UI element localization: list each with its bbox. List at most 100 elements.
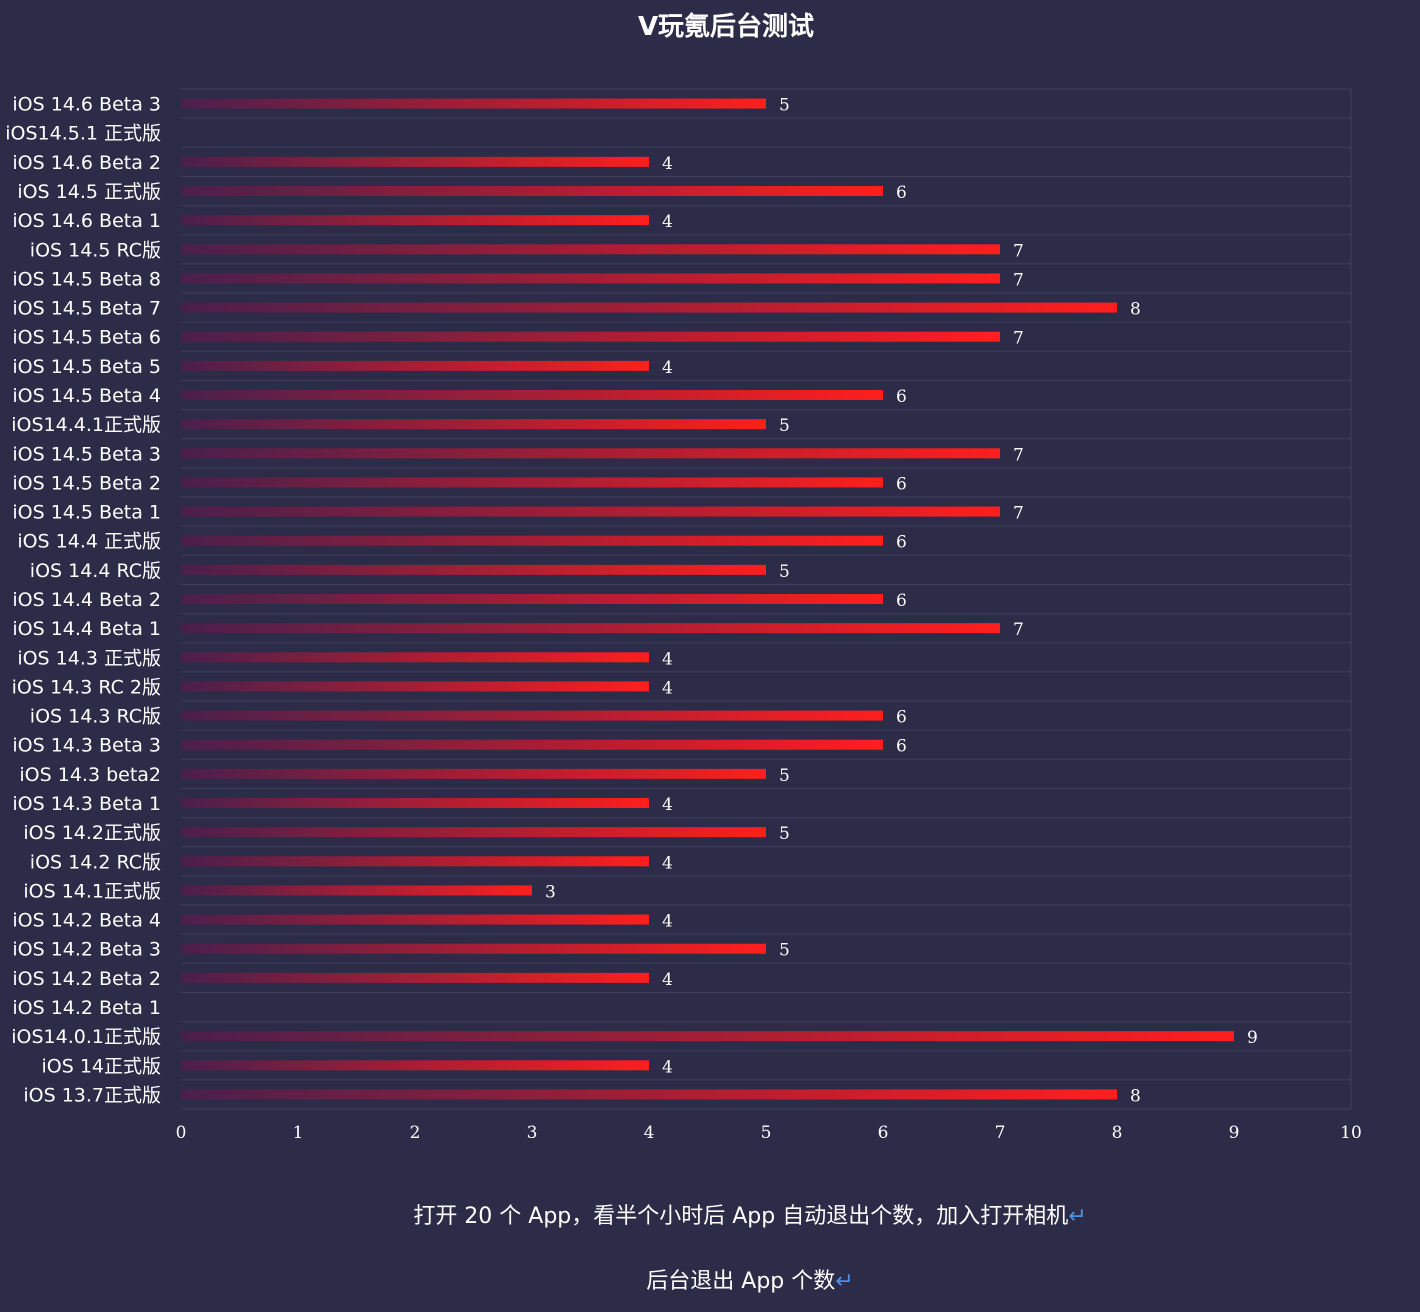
caption-line-2-text: 后台退出 App 个数 <box>646 1269 836 1294</box>
x-tick-label: 7 <box>995 1123 1006 1143</box>
bar <box>181 535 883 546</box>
category-label: iOS 14.2正式版 <box>23 822 161 844</box>
data-label: 4 <box>662 912 673 932</box>
caption-line-1-text: 打开 20 个 App，看半个小时后 App 自动退出个数，加入打开相机 <box>413 1204 1069 1229</box>
bar <box>181 594 883 604</box>
data-label: 6 <box>896 591 907 611</box>
data-label: 3 <box>545 882 556 902</box>
bar <box>181 798 649 808</box>
x-tick-label: 2 <box>410 1123 421 1143</box>
gridlines <box>181 88 1352 1110</box>
data-label: 4 <box>662 795 673 815</box>
data-label: 4 <box>662 853 673 873</box>
category-label: iOS 14.6 Beta 3 <box>12 94 161 116</box>
bar <box>181 856 649 867</box>
category-label: iOS 14.5 正式版 <box>17 181 161 203</box>
bar <box>181 914 649 925</box>
bar <box>181 244 1000 255</box>
category-label: iOS 14.5 Beta 2 <box>12 472 161 494</box>
bar <box>181 156 649 167</box>
category-label: iOS 14.3 Beta 3 <box>12 735 161 757</box>
category-label: iOS 14.5 Beta 5 <box>12 356 161 378</box>
category-label: iOS14.5.1 正式版 <box>5 123 161 145</box>
bar <box>181 477 883 488</box>
data-label: 4 <box>662 154 673 174</box>
category-label: iOS 14.3 RC 2版 <box>12 676 161 698</box>
x-tick-label: 4 <box>644 1123 655 1143</box>
category-labels: iOS 14.6 Beta 3 iOS14.5.1 正式版 iOS 14.6 Bet… <box>5 94 161 1107</box>
category-label: iOS 14.5 Beta 4 <box>12 385 161 407</box>
category-label: iOS 14.2 Beta 2 <box>12 968 161 990</box>
data-label: 6 <box>896 387 907 407</box>
category-label: iOS 14.1正式版 <box>23 880 161 902</box>
data-label: 6 <box>896 183 907 203</box>
data-label: 5 <box>779 824 790 844</box>
bar <box>181 972 649 983</box>
category-label: iOS 13.7正式版 <box>23 1084 161 1106</box>
category-label: iOS 14.5 RC版 <box>30 239 161 261</box>
data-label: 6 <box>896 474 907 494</box>
bar <box>181 652 649 663</box>
bar <box>181 681 649 692</box>
category-label: iOS 14.3 RC版 <box>30 706 161 728</box>
category-label: iOS14.4.1正式版 <box>11 414 161 436</box>
bar <box>181 273 1000 284</box>
data-label: 9 <box>1247 1028 1258 1048</box>
data-label: 7 <box>1013 329 1024 349</box>
x-tick-label: 3 <box>527 1123 538 1143</box>
bar <box>181 1060 649 1071</box>
data-label: 7 <box>1013 241 1024 261</box>
category-label: iOS 14.5 Beta 8 <box>12 268 161 290</box>
bar <box>181 506 1000 517</box>
bars: 5 4 6 4 7 7 8 7 4 6 5 7 6 7 6 5 6 7 4 4 6 6 5 4 5 4 3 4 5 4 9 4 8 <box>181 96 1258 1106</box>
data-label: 7 <box>1013 620 1024 640</box>
data-label: 7 <box>1013 504 1024 524</box>
bar <box>181 1089 1117 1100</box>
bar <box>181 331 1000 342</box>
category-label: iOS 14正式版 <box>41 1055 161 1077</box>
data-label: 6 <box>896 533 907 553</box>
data-label: 4 <box>662 212 673 232</box>
data-label: 7 <box>1013 270 1024 290</box>
data-label: 5 <box>779 941 790 961</box>
bar <box>181 943 766 954</box>
bar <box>181 186 883 196</box>
category-label: iOS 14.6 Beta 1 <box>12 210 161 232</box>
category-label: iOS 14.5 Beta 1 <box>12 502 161 524</box>
caption-line-1: 打开 20 个 App，看半个小时后 App 自动退出个数，加入打开相机↵ <box>0 1198 1420 1230</box>
caption-line-2: 后台退出 App 个数↵ <box>0 1263 1420 1295</box>
category-label: iOS 14.5 Beta 3 <box>12 443 161 465</box>
data-label: 5 <box>779 96 790 116</box>
x-tick-label: 6 <box>878 1123 889 1143</box>
category-label: iOS 14.4 正式版 <box>17 531 161 553</box>
bar <box>181 360 649 371</box>
bar <box>181 448 1000 459</box>
bar <box>181 885 532 896</box>
bar <box>181 390 883 400</box>
category-label: iOS 14.4 Beta 1 <box>12 618 161 640</box>
data-label: 4 <box>662 649 673 669</box>
category-label: iOS 14.4 RC版 <box>30 560 161 582</box>
x-tick-label: 0 <box>176 1123 187 1143</box>
category-label: iOS14.0.1正式版 <box>11 1026 161 1048</box>
x-tick-label: 1 <box>293 1123 304 1143</box>
return-mark-icon: ↵ <box>835 1269 854 1294</box>
bar <box>181 98 766 109</box>
return-mark-icon: ↵ <box>1068 1204 1087 1229</box>
category-label: iOS 14.5 Beta 7 <box>12 298 161 320</box>
data-label: 5 <box>779 416 790 436</box>
bar <box>181 768 766 779</box>
category-label: iOS 14.2 Beta 4 <box>12 910 161 932</box>
bar <box>181 215 649 226</box>
data-label: 6 <box>896 737 907 757</box>
category-label: iOS 14.2 RC版 <box>30 851 161 873</box>
x-axis-ticks: 0 1 2 3 4 5 6 7 8 9 10 <box>176 1123 1362 1143</box>
category-label: iOS 14.6 Beta 2 <box>12 152 161 174</box>
bar <box>181 302 1117 313</box>
category-label: iOS 14.2 Beta 1 <box>12 997 161 1019</box>
data-label: 7 <box>1013 445 1024 465</box>
x-tick-label: 10 <box>1340 1123 1362 1143</box>
x-tick-label: 8 <box>1112 1123 1123 1143</box>
data-label: 4 <box>662 358 673 378</box>
bar <box>181 564 766 575</box>
